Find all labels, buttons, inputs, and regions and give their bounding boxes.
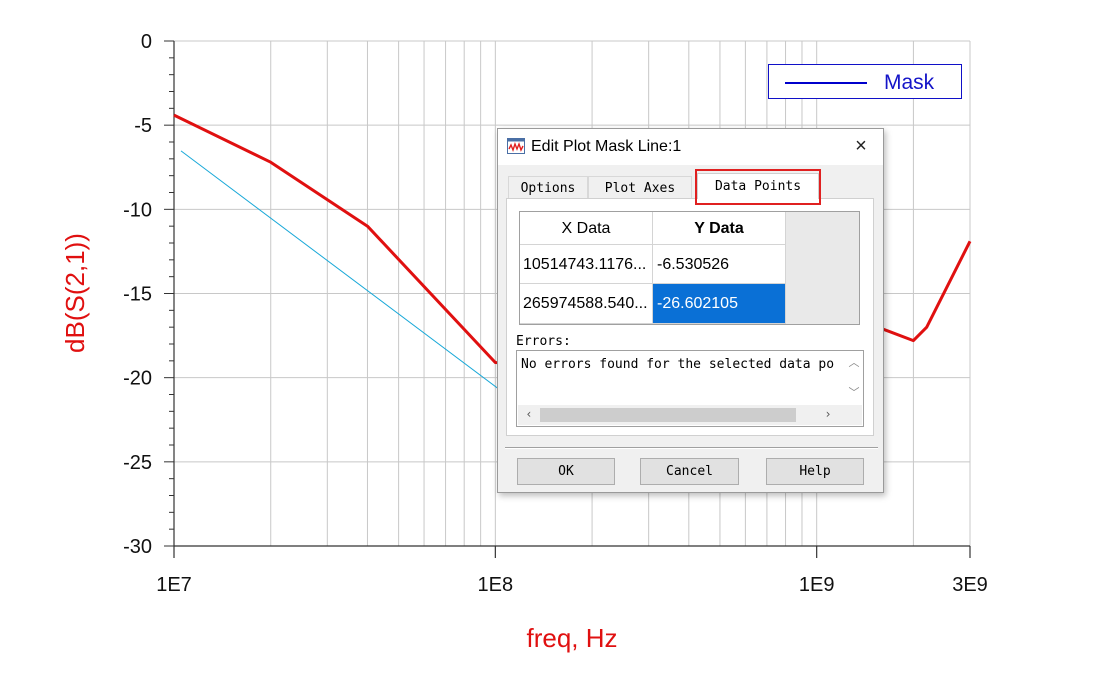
x-tick-label: 1E8 [478,574,514,596]
y-tick-label: -20 [123,368,152,390]
scroll-right-icon[interactable]: › [824,407,832,421]
table-cell-y[interactable]: -6.530526 [653,245,786,284]
table-cell-x[interactable]: 10514743.1176... [520,245,653,284]
button-separator [505,447,878,449]
column-header-y-data[interactable]: Y Data [653,212,786,245]
scrollbar-thumb[interactable] [540,408,796,422]
cancel-button[interactable]: Cancel [640,458,739,485]
y-tick-label: 0 [141,31,152,53]
y-tick-label: -30 [123,536,152,558]
y-tick-label: -15 [123,284,152,306]
x-tick-label: 1E7 [156,574,192,596]
errors-label: Errors: [516,334,571,349]
tab-plot-axes[interactable]: Plot Axes [588,176,692,200]
data-points-table: X Data Y Data 10514743.1176... -6.530526… [519,211,860,325]
y-axis-label: dB(S(2,1)) [60,233,90,353]
plot-app-icon [507,138,525,154]
y-tick-label: -25 [123,452,152,474]
y-tick-label: -5 [134,115,152,137]
scroll-up-icon[interactable]: ︿ [848,356,860,369]
ok-button[interactable]: OK [517,458,615,485]
x-tick-label: 1E9 [799,574,835,596]
tab-data-points[interactable]: Data Points [697,173,819,199]
x-tick-label: 3E9 [952,574,988,596]
errors-textbox[interactable]: No errors found for the selected data po… [516,350,864,427]
y-tick-label: -10 [123,199,152,221]
legend-swatch-mask [785,82,867,84]
chart-legend: Mask [768,64,962,99]
table-cell-x[interactable]: 265974588.540... [520,284,653,324]
edit-plot-mask-line-dialog: Edit Plot Mask Line:1 × Options Plot Axe… [497,128,884,493]
table-cell-y-selected[interactable]: -26.602105 [653,284,786,324]
dialog-titlebar[interactable]: Edit Plot Mask Line:1 × [498,129,883,165]
scroll-left-icon[interactable]: ‹ [525,407,533,421]
tab-options[interactable]: Options [508,176,588,200]
errors-text: No errors found for the selected data po [521,357,835,372]
close-icon[interactable]: × [855,135,867,157]
dialog-title: Edit Plot Mask Line:1 [531,138,682,155]
scroll-down-icon[interactable]: ﹀ [848,386,860,399]
tab-highlight-box [695,169,821,205]
horizontal-scrollbar[interactable]: ‹ › [518,405,862,425]
vertical-scrollbar[interactable]: ︿ ﹀ [846,352,862,404]
help-button[interactable]: Help [766,458,864,485]
legend-label-mask: Mask [884,71,935,94]
column-header-x-data[interactable]: X Data [520,212,653,245]
x-axis-label: freq, Hz [526,623,617,653]
